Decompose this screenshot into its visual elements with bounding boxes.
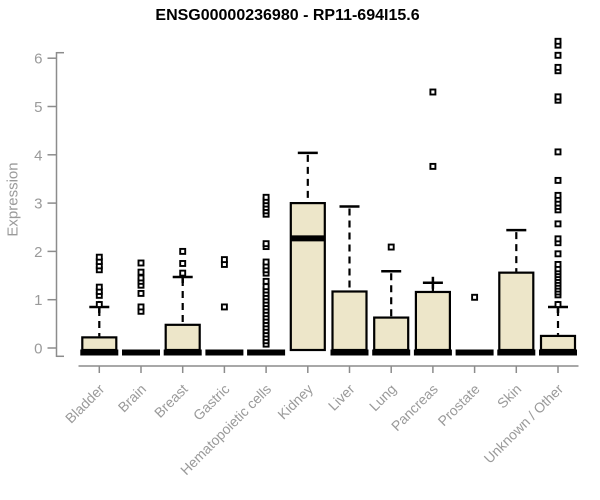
median-line-prostate	[455, 349, 494, 356]
y-tick-label: 1	[34, 292, 42, 309]
y-tick-label: 3	[34, 196, 42, 213]
outlier-point-hematopoietic-cells	[262, 258, 270, 266]
x-axis-label: Skin	[494, 381, 525, 412]
outlier-point-unknown-other	[554, 191, 562, 199]
outlier-point-breast	[179, 247, 187, 255]
outlier-point-pancreas	[429, 162, 437, 170]
x-axis-label: Liver	[325, 381, 358, 414]
outlier-point-breast	[179, 269, 187, 277]
outlier-point-prostate	[471, 293, 479, 301]
box-skin	[498, 271, 535, 352]
box-liver	[331, 290, 368, 352]
outlier-point-unknown-other	[554, 235, 562, 243]
outlier-point-bladder	[95, 283, 103, 291]
outlier-point-hematopoietic-cells	[262, 283, 270, 291]
outlier-point-bladder	[95, 253, 103, 261]
outlier-point-gastric	[220, 303, 228, 311]
outlier-point-hematopoietic-cells	[262, 240, 270, 248]
x-axis-label: Breast	[151, 381, 191, 421]
box-bladder	[81, 336, 118, 352]
outlier-point-lung	[387, 243, 395, 251]
box-unknown-other	[539, 334, 577, 352]
box-kidney	[289, 202, 326, 352]
outlier-point-unknown-other	[554, 250, 562, 258]
median-line-liver	[330, 349, 369, 356]
box-breast	[164, 323, 201, 352]
median-line-unknown-other	[539, 349, 577, 356]
outlier-point-unknown-other	[554, 93, 562, 101]
median-line-hematopoietic-cells	[247, 349, 286, 356]
outlier-point-unknown-other	[554, 63, 562, 71]
median-line-kidney	[290, 235, 325, 242]
outlier-point-hematopoietic-cells	[262, 193, 270, 201]
y-tick-label: 4	[34, 147, 42, 164]
outlier-point-unknown-other	[554, 176, 562, 184]
y-tick-label: 6	[34, 51, 42, 68]
outlier-point-unknown-other	[554, 260, 562, 268]
outlier-point-brain	[137, 268, 145, 276]
outlier-point-unknown-other	[554, 37, 562, 45]
median-line-lung	[372, 349, 411, 356]
x-axis-label: Prostate	[435, 381, 483, 429]
chart-title: ENSG00000236980 - RP11-694I15.6	[155, 7, 420, 24]
outlier-point-unknown-other	[554, 51, 562, 59]
median-line-gastric	[205, 349, 244, 356]
x-axis-label: Unknown / Other	[481, 381, 567, 467]
median-line-bladder	[80, 349, 119, 356]
x-axis-label: Brain	[115, 381, 149, 415]
median-line-pancreas	[413, 349, 452, 356]
outlier-point-hematopoietic-cells	[262, 277, 270, 285]
y-tick-label: 5	[34, 99, 42, 116]
y-tick-label: 2	[34, 244, 42, 261]
median-line-brain	[122, 349, 160, 356]
outlier-point-brain	[137, 259, 145, 267]
outlier-point-unknown-other	[554, 148, 562, 156]
outlier-point-unknown-other	[554, 301, 562, 308]
x-axis-label: Lung	[366, 381, 399, 414]
box-pancreas	[414, 290, 451, 352]
outlier-point-bladder	[95, 301, 103, 308]
median-line-skin	[497, 349, 536, 356]
outlier-point-breast	[179, 260, 187, 267]
outlier-point-brain	[137, 303, 145, 311]
x-axis-label: Bladder	[62, 381, 108, 427]
x-axis-label: Kidney	[274, 381, 316, 423]
outlier-point-brain	[137, 289, 145, 297]
outlier-point-pancreas	[429, 88, 437, 96]
y-tick-label: 0	[34, 341, 42, 358]
box-lung	[373, 316, 410, 352]
outlier-point-unknown-other	[554, 220, 562, 228]
outlier-point-gastric	[220, 256, 228, 264]
median-line-breast	[163, 349, 202, 356]
outlier-point-brain	[137, 274, 145, 282]
